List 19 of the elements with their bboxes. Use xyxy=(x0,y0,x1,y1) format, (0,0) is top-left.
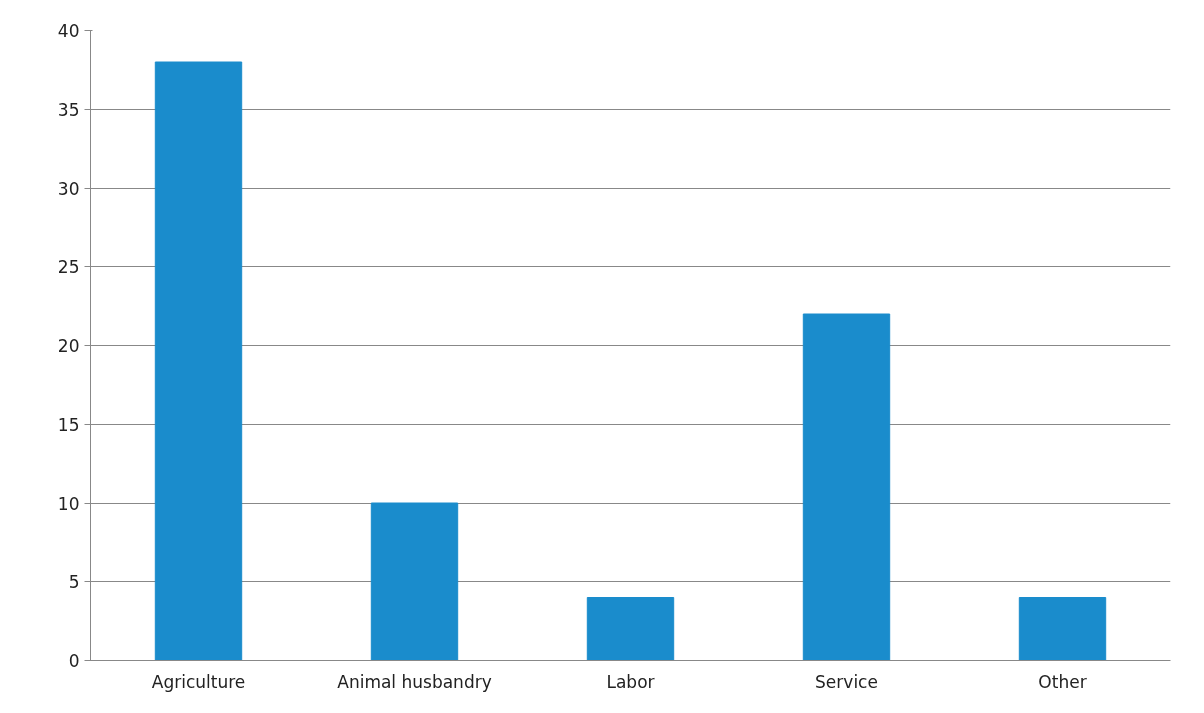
y-tick-label: 15 xyxy=(57,414,80,435)
x-tick-label: Agriculture xyxy=(151,671,246,692)
y-tick-label: 35 xyxy=(57,99,80,120)
y-tick-label: 5 xyxy=(68,572,80,593)
bar xyxy=(370,502,459,661)
bar xyxy=(802,313,891,661)
y-tick-label: 0 xyxy=(68,651,80,671)
y-tick-label: 25 xyxy=(57,257,80,278)
y-tick-label: 40 xyxy=(57,21,80,41)
x-tick-label: Other xyxy=(1038,671,1087,692)
x-tick-label: Labor xyxy=(606,671,655,692)
bar xyxy=(586,597,675,661)
bar xyxy=(1018,597,1107,661)
x-tick-label: Animal husbandry xyxy=(337,671,492,692)
bar xyxy=(154,61,243,661)
y-tick-label: 10 xyxy=(57,493,80,514)
y-tick-label: 20 xyxy=(57,336,80,356)
y-tick-label: 30 xyxy=(57,178,80,199)
x-tick-label: Service xyxy=(815,671,878,692)
